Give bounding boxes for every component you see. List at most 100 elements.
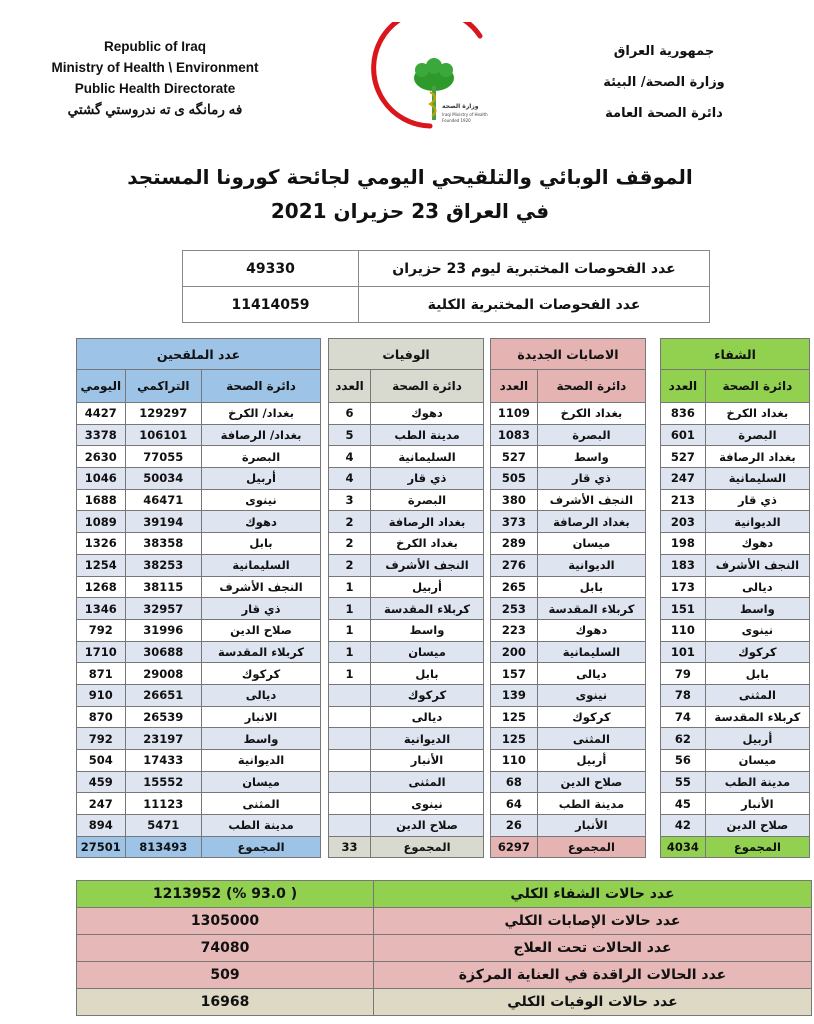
letterhead-line: Public Health Directorate xyxy=(74,81,236,96)
health-directorate-cell: كربلاء المقدسة xyxy=(370,597,484,620)
value-cell: 200 xyxy=(490,640,538,664)
summary-row: عدد حالات الشفاء الكلي( 93.0 %) 1213952 xyxy=(76,880,812,908)
table-row: مدينة الطب 55 xyxy=(660,770,811,794)
summary-value: 16968 xyxy=(76,988,374,1016)
health-directorate-cell: المثنى xyxy=(370,770,484,794)
table-row: ميسان 1 xyxy=(327,640,484,664)
health-directorate-cell: أربيل xyxy=(370,575,484,599)
table-row: مدينة الطب 64 xyxy=(490,792,647,816)
table-row: صلاح الدين 42 xyxy=(660,814,811,837)
value-cell: 894 xyxy=(76,814,126,837)
health-directorate-cell: بابل xyxy=(201,532,321,555)
summary-value: 74080 xyxy=(76,934,374,962)
value-cell: 870 xyxy=(76,705,126,729)
health-directorate-cell: ميسان xyxy=(704,749,811,772)
vaccinated-table: عدد الملقحين دائرة الصحة التراكمي اليومي بغد… xyxy=(76,338,321,859)
value-cell: 1 xyxy=(327,640,372,664)
value-cell: 2 xyxy=(327,510,372,534)
table-title: الاصابات الجديدة xyxy=(490,338,646,370)
table-row: بغداد/ الكرخ 129297 4427 xyxy=(76,402,321,425)
health-directorate-cell: دهوك xyxy=(704,532,811,555)
table-row: بغداد الكرخ 836 xyxy=(660,402,811,425)
summary-label: عدد حالات الشفاء الكلي xyxy=(373,880,812,908)
table-row: واسط 151 xyxy=(660,597,811,620)
table-row: كركوك 125 xyxy=(490,705,647,729)
table-title: عدد الملقحين xyxy=(76,338,321,370)
value-cell: 836 xyxy=(660,402,706,425)
health-directorate-cell: الانبار xyxy=(201,705,321,729)
health-directorate-cell: ميسان xyxy=(370,640,484,664)
table-row: دهوك 198 xyxy=(660,532,811,555)
table-row: ذي قار 4 xyxy=(327,467,484,490)
table-row: المثنى xyxy=(327,770,484,794)
value-cell: 2 xyxy=(327,553,372,577)
health-directorate-cell: نينوى xyxy=(370,792,484,816)
table-row: الأنبار 26 xyxy=(490,814,647,837)
value-cell: 157 xyxy=(490,662,538,685)
health-directorate-cell: بابل xyxy=(704,662,811,685)
health-directorate-cell: مدينة الطب xyxy=(536,792,647,816)
column-header: العدد xyxy=(490,369,538,403)
total-row: المجموع 813493 27501 xyxy=(76,835,321,859)
palm-tree-icon xyxy=(414,58,454,120)
health-directorate-cell: كربلاء المقدسة xyxy=(704,705,811,729)
value-cell: 1 xyxy=(327,618,372,642)
summary-value: 509 xyxy=(76,961,374,989)
health-directorate-cell: ديالى xyxy=(201,683,321,707)
value-cell: 289 xyxy=(490,532,538,555)
value-cell: 38115 xyxy=(124,575,203,599)
health-directorate-cell: ديالى xyxy=(370,705,484,729)
table-row: كربلاء المقدسة 1 xyxy=(327,597,484,620)
table-row: دهوك 39194 1089 xyxy=(76,510,321,534)
table-row: دهوك 223 xyxy=(490,618,647,642)
table-row: كركوك xyxy=(327,683,484,707)
health-directorate-cell: النجف الأشرف xyxy=(704,553,811,577)
health-directorate-cell: بغداد الرصافة xyxy=(370,510,484,534)
health-directorate-cell: دهوك xyxy=(370,402,484,425)
health-directorate-cell: ذي قار xyxy=(201,597,321,620)
summary-label: عدد حالات الإصابات الكلي xyxy=(373,907,812,935)
value-cell: 380 xyxy=(490,488,538,512)
value-cell: 2630 xyxy=(76,445,126,469)
table-title-row: الاصابات الجديدة xyxy=(490,338,646,370)
health-directorate-cell: صلاح الدين xyxy=(201,618,321,642)
health-directorate-cell: الأنبار xyxy=(536,814,647,837)
table-row: ذي قار 213 xyxy=(660,488,811,512)
tests-value: 49330 xyxy=(182,250,359,287)
report-title: الموقف الوبائي والتلقيحي اليومي لجائحة ك… xyxy=(127,165,693,189)
table-row: البصرة 601 xyxy=(660,423,811,447)
table-row: ميسان 289 xyxy=(490,532,647,555)
health-directorate-cell: ذي قار xyxy=(370,467,484,490)
value-cell: 1083 xyxy=(490,423,538,447)
table-row: الديوانية 203 xyxy=(660,510,811,534)
value-cell: 11123 xyxy=(124,792,203,816)
letterhead-line: وزارة الصحة/ البيئة xyxy=(603,75,725,90)
table-row: نينوى 46471 1688 xyxy=(76,488,321,512)
table-row: عدد الفحوصات المختبرية ليوم 23 حزيران 49… xyxy=(182,250,710,287)
value-cell: 505 xyxy=(490,467,538,490)
value-cell xyxy=(327,792,372,816)
health-directorate-cell: صلاح الدين xyxy=(704,814,811,837)
value-cell: 871 xyxy=(76,662,126,685)
health-directorate-cell: أربيل xyxy=(704,727,811,750)
value-cell: 38253 xyxy=(124,553,203,577)
table-row: عدد الفحوصات المختبرية الكلية 11414059 xyxy=(182,286,710,323)
value-cell: 247 xyxy=(660,467,706,490)
tests-label: عدد الفحوصات المختبرية الكلية xyxy=(358,286,710,323)
value-cell: 4 xyxy=(327,467,372,490)
health-directorate-cell: بغداد الكرخ xyxy=(370,532,484,555)
total-value: 6297 xyxy=(490,835,538,859)
table-row: ديالى xyxy=(327,705,484,729)
health-directorate-cell: البصرة xyxy=(201,445,321,469)
summary-label: عدد الحالات الراقدة في العناية المركزة xyxy=(373,961,812,989)
health-directorate-cell: صلاح الدين xyxy=(536,770,647,794)
table-row: بابل 38358 1326 xyxy=(76,532,321,555)
table-row: ديالى 173 xyxy=(660,575,811,599)
column-header-row: دائرة الصحة العدد xyxy=(660,369,811,403)
letterhead-line: فه رمانگه ى ته ندروستي گشتي xyxy=(67,102,243,117)
table-row: ميسان 15552 459 xyxy=(76,770,321,794)
arabic-letterhead: جمهورية العراق وزارة الصحة/ البيئة دائرة… xyxy=(564,36,764,129)
tests-value: 11414059 xyxy=(182,286,359,323)
health-directorate-cell: السليمانية xyxy=(370,445,484,469)
column-header: اليومي xyxy=(76,369,126,403)
